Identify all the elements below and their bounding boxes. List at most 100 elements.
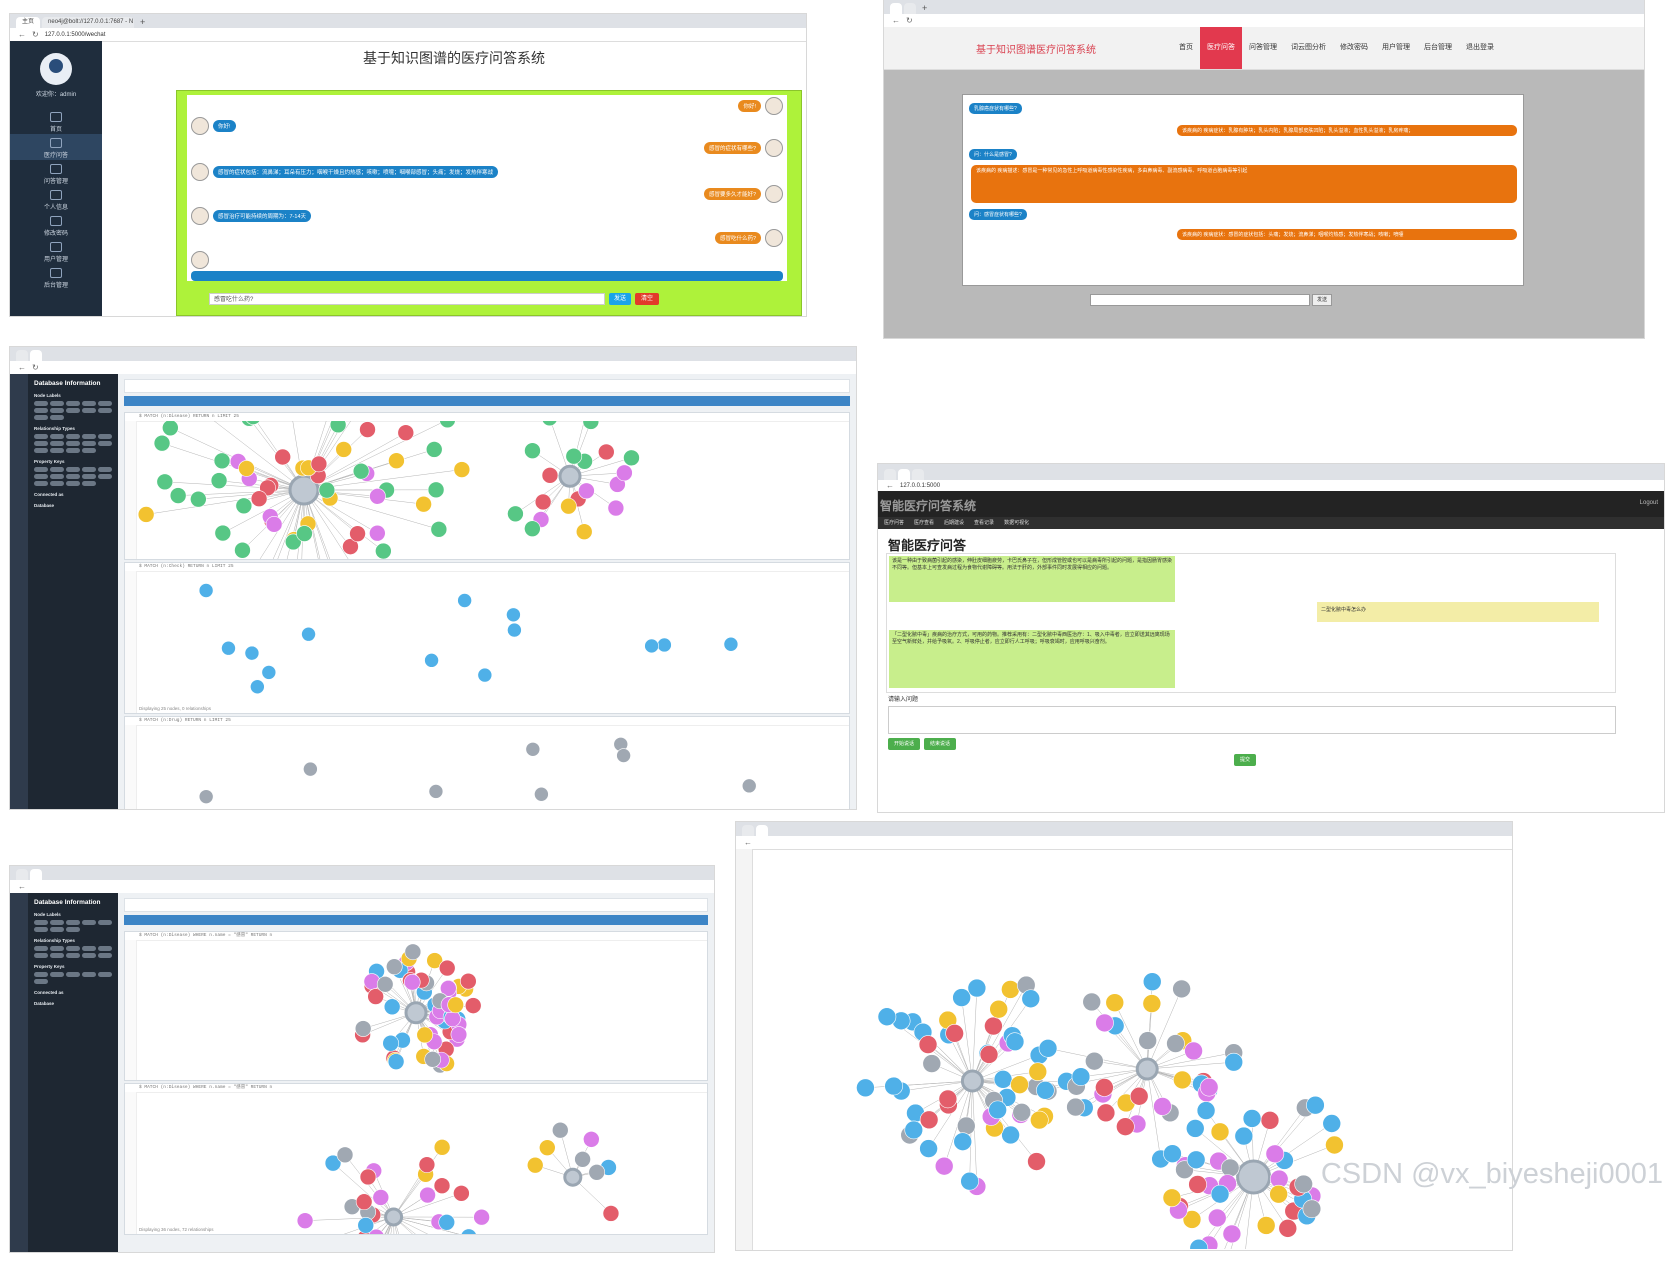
- graph-node[interactable]: [877, 1007, 897, 1027]
- graph-node[interactable]: [1172, 979, 1191, 999]
- graph-node[interactable]: [460, 972, 477, 990]
- graph-node[interactable]: [404, 1001, 428, 1025]
- graph-node[interactable]: [1220, 1158, 1240, 1178]
- graph-node[interactable]: [210, 472, 228, 489]
- graph-node[interactable]: [1294, 1174, 1313, 1194]
- graph-node[interactable]: [534, 786, 549, 802]
- graph-node[interactable]: [375, 542, 392, 559]
- graph-node[interactable]: [953, 1132, 973, 1151]
- graph-node[interactable]: [385, 958, 403, 975]
- graph-node[interactable]: [583, 1131, 600, 1148]
- graph-node[interactable]: [1256, 1216, 1276, 1235]
- graph-node[interactable]: [387, 1053, 405, 1070]
- graph-node[interactable]: [428, 784, 444, 799]
- graph-node[interactable]: [1085, 1051, 1104, 1071]
- graph-node[interactable]: [265, 516, 283, 533]
- url-text[interactable]: 127.0.0.1:5000/wechat: [44, 31, 106, 38]
- graph-node[interactable]: [477, 667, 493, 683]
- reload-icon[interactable]: ↻: [32, 30, 39, 39]
- graph-node[interactable]: [318, 481, 336, 499]
- graph-node[interactable]: [1306, 1095, 1325, 1115]
- graph-node[interactable]: [1001, 980, 1020, 999]
- graph-node[interactable]: [156, 473, 174, 491]
- graph-node[interactable]: [329, 421, 347, 434]
- graph-node[interactable]: [310, 455, 328, 473]
- graph-node[interactable]: [355, 1193, 373, 1211]
- graph-node[interactable]: [563, 1167, 583, 1187]
- graph-node[interactable]: [1066, 1097, 1085, 1117]
- graph-node[interactable]: [460, 1228, 477, 1234]
- graph-node[interactable]: [440, 979, 457, 997]
- menu-item[interactable]: 医疗查看: [914, 520, 935, 526]
- graph-node[interactable]: [1001, 1125, 1020, 1145]
- graph-node[interactable]: [588, 1163, 606, 1181]
- graph-node[interactable]: [1036, 1081, 1055, 1100]
- browser-tab[interactable]: [898, 469, 910, 480]
- graph-node[interactable]: [1096, 1103, 1116, 1123]
- graph-node[interactable]: [1186, 1150, 1206, 1170]
- graph-node[interactable]: [1095, 1078, 1114, 1097]
- graph-node[interactable]: [524, 442, 541, 460]
- graph-node[interactable]: [221, 640, 236, 656]
- graph-node[interactable]: [1095, 1013, 1114, 1033]
- graph-node[interactable]: [934, 1156, 954, 1176]
- graph-node[interactable]: [250, 679, 265, 695]
- browser-tab[interactable]: 主页: [16, 17, 41, 28]
- graph-node[interactable]: [238, 460, 255, 477]
- graph-node[interactable]: [342, 538, 359, 555]
- graph-node[interactable]: [1105, 993, 1125, 1012]
- rel-type-pills[interactable]: [34, 946, 112, 958]
- graph-node[interactable]: [938, 1089, 958, 1109]
- url-text[interactable]: 127.0.0.1:5000: [900, 482, 941, 489]
- cypher-editor[interactable]: [124, 898, 708, 912]
- graph-node[interactable]: [416, 1026, 434, 1044]
- graph-node[interactable]: [1138, 1031, 1157, 1050]
- browser-tab[interactable]: [912, 469, 924, 480]
- graph-node[interactable]: [349, 525, 366, 542]
- browser-tab[interactable]: [904, 3, 916, 14]
- graph-node[interactable]: [137, 506, 155, 523]
- address-bar[interactable]: ←: [10, 880, 714, 894]
- graph-node[interactable]: [1278, 1219, 1298, 1238]
- graph-node[interactable]: [372, 1189, 390, 1206]
- graph-node[interactable]: [324, 1154, 342, 1172]
- back-icon[interactable]: ←: [744, 838, 752, 847]
- reload-icon[interactable]: ↻: [906, 16, 913, 25]
- nav-logout[interactable]: 退出登录: [1466, 44, 1494, 51]
- graph-canvas[interactable]: [136, 571, 836, 711]
- browser-tab[interactable]: [890, 3, 902, 14]
- sidebar-item-admin[interactable]: 后台管理: [10, 264, 102, 290]
- back-icon[interactable]: ←: [18, 30, 26, 39]
- graph-node[interactable]: [359, 421, 376, 438]
- graph-node[interactable]: [453, 1185, 470, 1202]
- graph-node[interactable]: [419, 1186, 436, 1204]
- browser-tab[interactable]: [16, 869, 28, 880]
- graph-node[interactable]: [234, 541, 251, 559]
- graph-node[interactable]: [988, 1100, 1007, 1120]
- graph-node[interactable]: [534, 493, 552, 511]
- graph-node[interactable]: [376, 975, 394, 993]
- graph-node[interactable]: [261, 665, 277, 680]
- graph-node[interactable]: [558, 464, 582, 488]
- graph-canvas[interactable]: [136, 421, 836, 559]
- menu-item[interactable]: 医疗问答: [884, 520, 905, 526]
- back-icon[interactable]: ←: [892, 16, 900, 25]
- prop-key-pills[interactable]: [34, 467, 112, 486]
- graph-node[interactable]: [1302, 1199, 1322, 1219]
- frame-query[interactable]: $ MATCH (n:Disease) WHERE n.name = "感冒" …: [125, 1084, 707, 1093]
- graph-node[interactable]: [1207, 1208, 1227, 1228]
- graph-node[interactable]: [383, 998, 401, 1016]
- graph-node[interactable]: [960, 1069, 984, 1093]
- graph-node[interactable]: [367, 988, 384, 1005]
- graph-node[interactable]: [551, 1121, 569, 1139]
- reload-icon[interactable]: ↻: [32, 363, 39, 372]
- graph-node[interactable]: [415, 495, 432, 513]
- graph-node[interactable]: [741, 778, 757, 794]
- nav-wordcloud[interactable]: 词云图分析: [1291, 44, 1326, 51]
- graph-node[interactable]: [918, 1035, 938, 1054]
- question-input[interactable]: [1090, 294, 1310, 306]
- graph-node[interactable]: [426, 952, 443, 969]
- browser-tab[interactable]: [30, 350, 42, 361]
- graph-node[interactable]: [597, 443, 615, 461]
- send-button[interactable]: 发送: [1312, 294, 1332, 306]
